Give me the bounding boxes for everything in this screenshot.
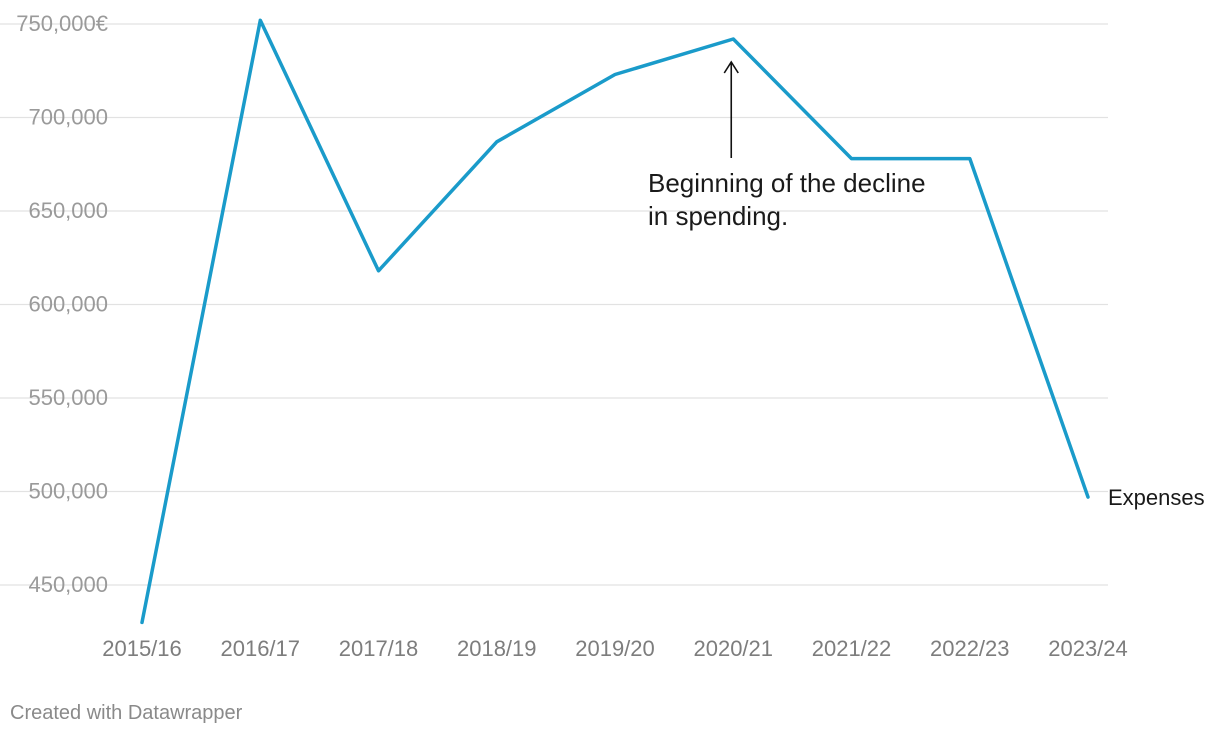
footer-credit: Created with Datawrapper bbox=[10, 702, 243, 724]
y-tick-label: 700,000 bbox=[28, 105, 108, 130]
annotation-arrowhead bbox=[723, 60, 739, 74]
x-axis-ticks: 2015/16 2016/17 2017/18 2018/19 2019/20 2020/… bbox=[102, 636, 1128, 661]
x-tick-label: 2016/17 bbox=[220, 636, 300, 661]
x-tick-label: 2019/20 bbox=[575, 636, 655, 661]
y-tick-label: 650,000 bbox=[28, 198, 108, 223]
series-labels: Expenses bbox=[1108, 485, 1205, 510]
annotation-text: in spending. bbox=[648, 201, 788, 231]
y-tick-label: 500,000 bbox=[28, 479, 108, 504]
y-tick-label: 600,000 bbox=[28, 292, 108, 317]
series-line bbox=[140, 18, 1090, 625]
x-tick-label: 2020/21 bbox=[693, 636, 773, 661]
x-tick-label: 2018/19 bbox=[457, 636, 537, 661]
series-label: Expenses bbox=[1108, 485, 1205, 510]
x-tick-label: 2023/24 bbox=[1048, 636, 1128, 661]
y-tick-label: 450,000 bbox=[28, 572, 108, 597]
annotation-text: Beginning of the decline bbox=[648, 168, 926, 198]
series-lines bbox=[140, 18, 1090, 625]
x-tick-label: 2021/22 bbox=[812, 636, 892, 661]
x-tick-label: 2015/16 bbox=[102, 636, 182, 661]
x-tick-label: 2022/23 bbox=[930, 636, 1010, 661]
y-tick-label: 750,000€ bbox=[16, 11, 108, 36]
y-axis-ticks: 450,000 500,000 550,000 600,000 650,000 700,0… bbox=[16, 11, 108, 597]
y-tick-label: 550,000 bbox=[28, 385, 108, 410]
x-tick-label: 2017/18 bbox=[339, 636, 419, 661]
